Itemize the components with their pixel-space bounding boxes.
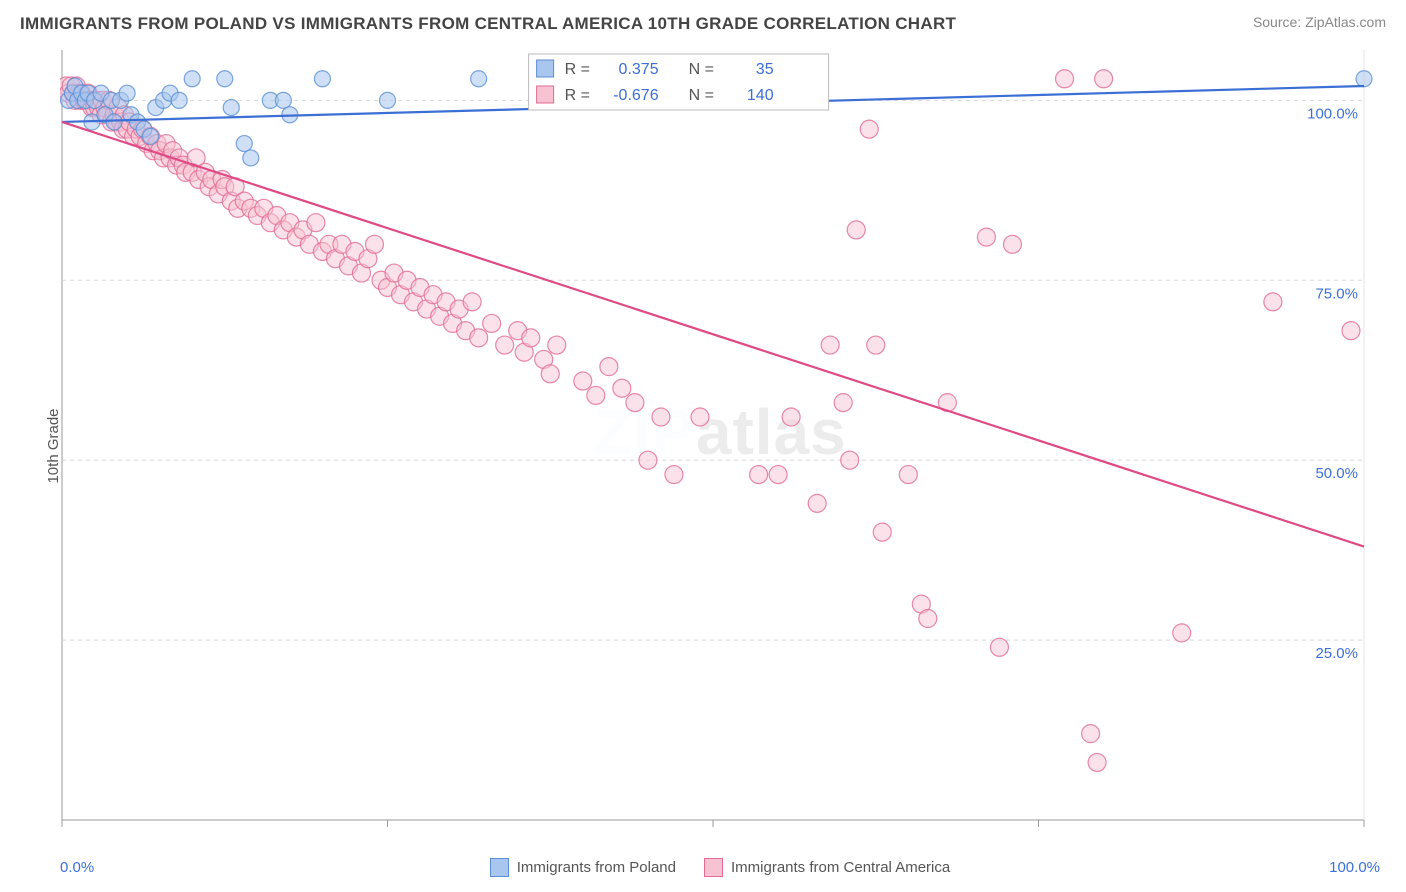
svg-text:35: 35	[756, 61, 774, 78]
svg-text:N =: N =	[689, 87, 714, 104]
chart-area: 25.0%50.0%75.0%100.0%ZIPatlasR =0.375N =…	[60, 48, 1380, 840]
svg-text:-0.676: -0.676	[613, 87, 658, 104]
svg-text:140: 140	[747, 87, 774, 104]
svg-text:50.0%: 50.0%	[1315, 465, 1358, 482]
source-attribution: Source: ZipAtlas.com	[1253, 14, 1386, 30]
source-label: Source:	[1253, 14, 1305, 30]
svg-text:0.375: 0.375	[619, 61, 659, 78]
bottom-legend: 0.0% Immigrants from Poland Immigrants f…	[60, 852, 1380, 882]
legend-item-central-america: Immigrants from Central America	[704, 858, 950, 877]
svg-text:100.0%: 100.0%	[1307, 105, 1358, 122]
source-name: ZipAtlas.com	[1305, 14, 1386, 30]
svg-text:75.0%: 75.0%	[1315, 285, 1358, 302]
svg-text:R =: R =	[565, 87, 590, 104]
svg-text:N =: N =	[689, 61, 714, 78]
x-axis-max-label: 100.0%	[1329, 859, 1380, 876]
svg-text:25.0%: 25.0%	[1315, 645, 1358, 662]
legend-label-central-america: Immigrants from Central America	[731, 859, 950, 876]
svg-text:R =: R =	[565, 61, 590, 78]
legend-swatch-poland	[490, 858, 509, 877]
legend-swatch-central-america	[704, 858, 723, 877]
chart-title: IMMIGRANTS FROM POLAND VS IMMIGRANTS FRO…	[20, 14, 956, 33]
legend-label-poland: Immigrants from Poland	[517, 859, 676, 876]
scatter-chart-svg: 25.0%50.0%75.0%100.0%ZIPatlasR =0.375N =…	[60, 48, 1380, 840]
legend-item-poland: Immigrants from Poland	[490, 858, 676, 877]
x-axis-min-label: 0.0%	[60, 859, 94, 876]
